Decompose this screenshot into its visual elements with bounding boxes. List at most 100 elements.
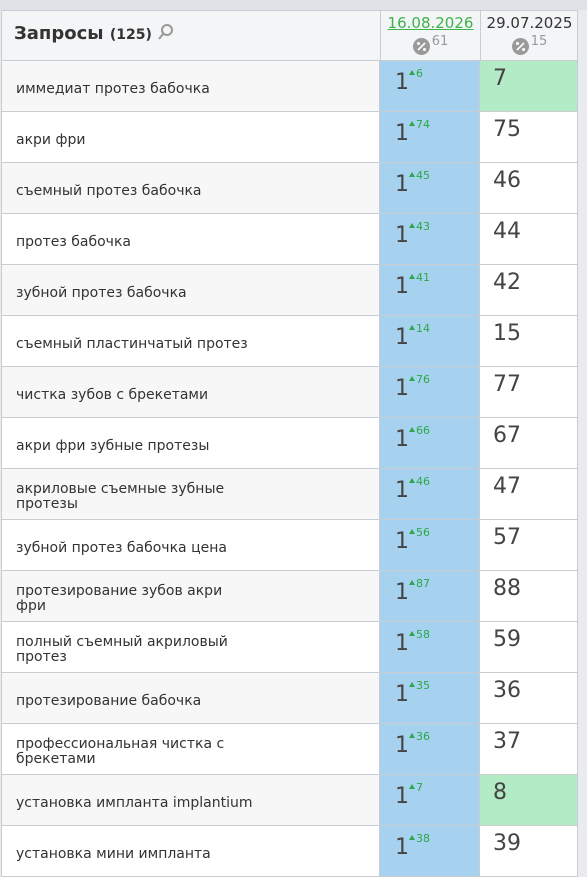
position-cell: 1 45: [380, 163, 480, 214]
query-cell: съемный протез бабочка: [1, 163, 380, 214]
previous-cell: 67: [480, 418, 578, 469]
query-text: установка мини импланта: [16, 845, 211, 862]
delta: 87: [409, 577, 430, 590]
delta-value: 66: [416, 424, 430, 437]
previous-position: 8: [493, 780, 507, 805]
previous-cell: 39: [480, 826, 578, 877]
position-cell: 1 87: [380, 571, 480, 622]
delta: 35: [409, 679, 430, 692]
position: 1: [395, 121, 409, 146]
previous-position: 67: [493, 423, 521, 448]
up-arrow: [409, 427, 415, 432]
position-cell: 1 43: [380, 214, 480, 265]
query-cell: установка мини импланта: [1, 826, 380, 877]
previous-position: 47: [493, 474, 521, 499]
previous-position: 44: [493, 219, 521, 244]
query-cell: акри фри зубные протезы: [1, 418, 380, 469]
delta-value: 56: [416, 526, 430, 539]
previous-position: 15: [493, 321, 521, 346]
query-text: профессиональная чистка с брекетами: [16, 736, 225, 767]
position-cell: 1 46: [380, 469, 480, 520]
delta-value: 7: [416, 781, 423, 794]
query-text: съемный пластинчатый протез: [16, 335, 248, 352]
position: 1: [395, 784, 409, 809]
delta-value: 35: [416, 679, 430, 692]
query-cell: съемный пластинчатый протез: [1, 316, 380, 367]
delta-value: 6: [416, 67, 423, 80]
query-text: акриловые съемные зубные протезы: [16, 481, 225, 512]
query-text: зубной протез бабочка цена: [16, 539, 227, 556]
delta: 6: [409, 67, 423, 80]
position-cell: 1 41: [380, 265, 480, 316]
query-text: чистка зубов с брекетами: [16, 386, 209, 403]
position-cell: 1 76: [380, 367, 480, 418]
query-cell: протез бабочка: [1, 214, 380, 265]
column-header: 29.07.2025 15: [480, 11, 578, 60]
position: 1: [395, 376, 409, 401]
position-cell: 1 14: [380, 316, 480, 367]
previous-cell: 75: [480, 112, 578, 163]
up-arrow: [409, 478, 415, 483]
delta: 76: [409, 373, 430, 386]
query-text: протезирование бабочка: [16, 692, 202, 709]
query-cell: зубной протез бабочка: [1, 265, 380, 316]
query-text: установка импланта implantium: [16, 794, 253, 811]
column-header: 16.08.2026 61: [380, 11, 480, 60]
query-cell: полный съемный акриловый протез: [1, 622, 380, 673]
query-text: акри фри зубные протезы: [16, 437, 210, 454]
up-arrow: [409, 274, 415, 279]
previous-cell: 59: [480, 622, 578, 673]
position: 1: [395, 529, 409, 554]
delta-value: 87: [416, 577, 430, 590]
query-text: съемный протез бабочка: [16, 182, 202, 199]
up-arrow: [409, 580, 415, 585]
position: 1: [395, 478, 409, 503]
position: 1: [395, 172, 409, 197]
query-cell: акри фри: [1, 112, 380, 163]
query-cell: протезирование бабочка: [1, 673, 380, 724]
up-arrow: [409, 631, 415, 636]
previous-position: 36: [493, 678, 521, 703]
position-cell: 1 38: [380, 826, 480, 877]
title: Запросы: [14, 23, 104, 44]
position-cell: 1 56: [380, 520, 480, 571]
delta-value: 38: [416, 832, 430, 845]
query-cell: протезирование зубов акри фри: [1, 571, 380, 622]
percent-value: 61: [431, 34, 449, 49]
delta: 7: [409, 781, 423, 794]
query-text: акри фри: [16, 131, 86, 148]
delta: 36: [409, 730, 430, 743]
percent-value: 15: [530, 34, 548, 49]
up-arrow: [409, 70, 415, 75]
previous-cell: 37: [480, 724, 578, 775]
position: 1: [395, 682, 409, 707]
query-cell: иммедиат протез бабочка: [1, 61, 380, 112]
search-icon[interactable]: [158, 24, 174, 40]
toolbar-strip: [0, 0, 587, 10]
previous-position: 7: [493, 66, 507, 91]
position: 1: [395, 223, 409, 248]
delta: 43: [409, 220, 430, 233]
up-arrow: [409, 223, 415, 228]
column-percent: 61: [381, 34, 480, 55]
previous-cell: 8: [480, 775, 578, 826]
column-date[interactable]: 16.08.2026: [387, 14, 474, 32]
previous-cell: 47: [480, 469, 578, 520]
previous-cell: 7: [480, 61, 578, 112]
delta-value: 58: [416, 628, 430, 641]
previous-position: 57: [493, 525, 521, 550]
up-arrow: [409, 784, 415, 789]
previous-position: 39: [493, 831, 521, 856]
previous-cell: 57: [480, 520, 578, 571]
count: (125): [109, 27, 152, 43]
position-cell: 1 36: [380, 724, 480, 775]
delta: 66: [409, 424, 430, 437]
percent-icon: [511, 38, 529, 55]
percent-icon: [412, 38, 430, 55]
query-cell: установка импланта implantium: [1, 775, 380, 826]
delta: 38: [409, 832, 430, 845]
previous-cell: 44: [480, 214, 578, 265]
position: 1: [395, 631, 409, 656]
previous-position: 42: [493, 270, 521, 295]
